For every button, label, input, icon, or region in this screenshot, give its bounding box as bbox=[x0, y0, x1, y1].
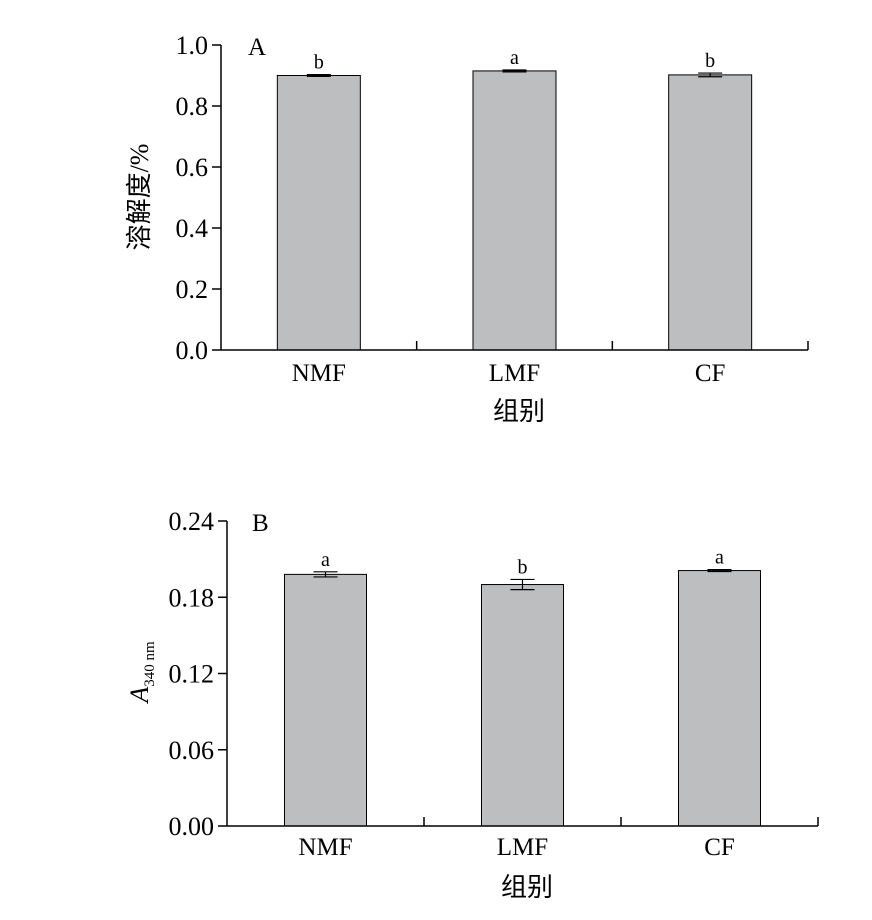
y-tick-label-b-2: 0.12 bbox=[169, 660, 215, 689]
error-bar-a-cf bbox=[698, 72, 723, 78]
x-axis-title-b: 组别 bbox=[501, 873, 553, 902]
significance-letter-a-nmf: b bbox=[314, 52, 324, 74]
marks-b: a NMF b LMF a CF 0.00 0.06 0.12 0.18 0.24 bbox=[169, 507, 819, 861]
chart-panel-a: A 溶解度/% 组别 b NMF a LMF b CF 0.0 0.2 0.4 0.6 0.8 1.0 bbox=[125, 31, 809, 426]
x-axis-title-a: 组别 bbox=[493, 397, 545, 426]
x-tick-label-a-cf: CF bbox=[695, 360, 726, 387]
y-tick-label-a-0: 0.0 bbox=[176, 336, 209, 365]
bar-b-nmf bbox=[284, 573, 367, 827]
bar-a-nmf bbox=[276, 75, 361, 351]
x-tick-label-b-cf: CF bbox=[704, 834, 735, 861]
y-tick-label-a-5: 1.0 bbox=[176, 31, 209, 60]
bar-b-cf bbox=[678, 570, 761, 827]
error-bar-a-nmf bbox=[306, 73, 331, 78]
y-tick-label-a-2: 0.4 bbox=[176, 214, 209, 243]
x-tick-label-a-lmf: LMF bbox=[489, 360, 540, 387]
y-tick-label-a-4: 0.8 bbox=[176, 92, 209, 121]
marks-a: b NMF a LMF b CF 0.0 0.2 0.4 0.6 0.8 1.0 bbox=[176, 31, 809, 387]
panel-letter-b: B bbox=[252, 510, 269, 537]
chart-panel-b: B A340 nm 组别 a NMF b LMF a CF 0.00 0.06 0.12 0.18… bbox=[125, 507, 819, 902]
error-bar-b-nmf bbox=[313, 571, 338, 578]
panel-letter-a: A bbox=[248, 34, 266, 61]
significance-letter-a-lmf: a bbox=[510, 47, 519, 69]
y-tick-label-a-3: 0.6 bbox=[176, 153, 209, 182]
significance-letter-a-cf: b bbox=[705, 50, 715, 72]
y-axis-title-a: 溶解度/% bbox=[125, 144, 154, 251]
y-axis-title-b-symbol: A bbox=[125, 687, 154, 705]
error-bar-b-lmf bbox=[510, 578, 535, 591]
x-tick-label-b-nmf: NMF bbox=[298, 834, 352, 861]
y-tick-label-b-3: 0.18 bbox=[169, 583, 215, 612]
y-tick-label-b-1: 0.06 bbox=[169, 736, 215, 765]
x-tick-label-a-nmf: NMF bbox=[292, 360, 346, 387]
y-axis-title-b-subscript: 340 nm bbox=[142, 641, 158, 687]
error-bar-a-lmf bbox=[502, 69, 527, 73]
significance-letter-b-lmf: b bbox=[518, 556, 528, 578]
bar-b-lmf bbox=[481, 584, 564, 827]
y-axis-title-b: A340 nm bbox=[125, 641, 158, 705]
y-tick-label-b-0: 0.00 bbox=[169, 812, 215, 841]
bar-a-lmf bbox=[472, 70, 557, 351]
y-tick-label-a-1: 0.2 bbox=[176, 275, 209, 304]
x-tick-label-b-lmf: LMF bbox=[497, 834, 548, 861]
significance-letter-b-nmf: a bbox=[321, 549, 330, 571]
y-tick-label-b-4: 0.24 bbox=[169, 507, 215, 536]
bar-a-cf bbox=[668, 74, 753, 351]
significance-letter-b-cf: a bbox=[715, 547, 724, 569]
error-bar-b-cf bbox=[707, 568, 732, 573]
